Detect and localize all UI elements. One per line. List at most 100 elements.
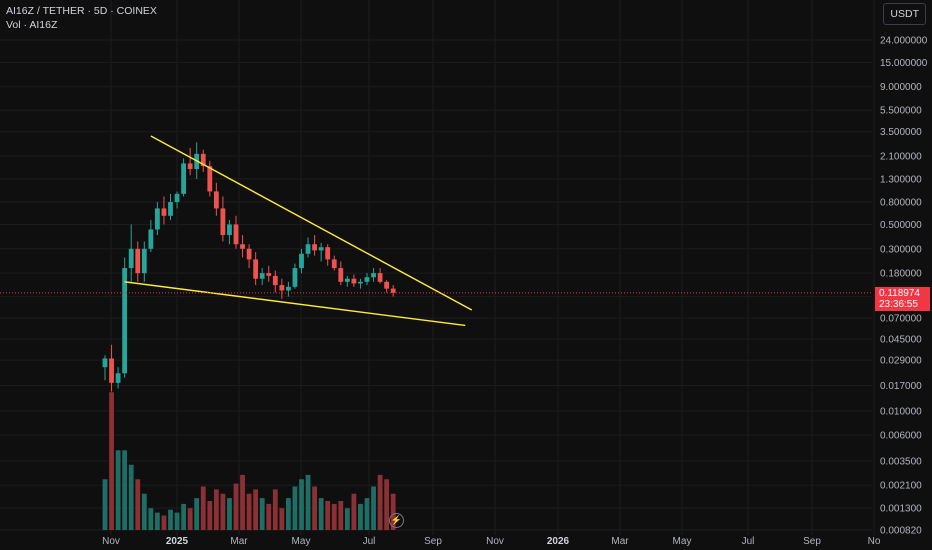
- price-tick-label: 0.010000: [880, 406, 922, 417]
- candle-body: [266, 273, 272, 276]
- candle: [128, 224, 134, 282]
- volume-bar: [272, 489, 278, 530]
- volume-bar: [102, 479, 108, 530]
- candle-body: [168, 202, 173, 216]
- candle-body: [187, 163, 193, 170]
- candle-body: [200, 153, 206, 167]
- time-tick-label: Jul: [742, 536, 755, 547]
- candle-body: [109, 358, 114, 383]
- volume-bar: [286, 498, 291, 530]
- volume-bar: [259, 498, 265, 530]
- candle: [384, 280, 390, 293]
- candle: [207, 160, 213, 197]
- price-tick-label: 0.029000: [880, 356, 922, 367]
- last-price-tag: 0.118974 23:36:55: [875, 286, 930, 311]
- volume-bars: [102, 392, 396, 530]
- candle: [181, 158, 186, 197]
- volume-bar: [187, 508, 193, 530]
- candle: [377, 268, 383, 284]
- candle-body: [390, 288, 396, 293]
- candle-body: [174, 193, 180, 203]
- candle-body: [292, 268, 298, 287]
- volume-bar: [213, 489, 219, 530]
- price-tick-label: 0.300000: [880, 244, 922, 255]
- candle-body: [351, 278, 357, 284]
- candle: [364, 273, 370, 286]
- candles: [102, 142, 396, 392]
- volume-bar: [128, 464, 134, 530]
- volume-bar: [384, 479, 390, 530]
- volume-bar: [141, 493, 147, 530]
- candle: [344, 275, 350, 287]
- candle-body: [358, 281, 363, 284]
- volume-bar: [240, 474, 245, 530]
- time-tick-label: May: [292, 536, 311, 547]
- candle-body: [181, 163, 186, 194]
- candle: [292, 263, 298, 289]
- candle-body: [338, 268, 344, 282]
- candle: [272, 270, 278, 293]
- price-tick-label: 9.000000: [880, 82, 922, 93]
- symbol-title: AI16Z / TETHER · 5D · COINEX: [6, 5, 157, 17]
- candle: [200, 149, 206, 173]
- candle: [325, 244, 331, 266]
- volume-bar: [331, 503, 337, 530]
- volume-bar: [390, 493, 396, 530]
- volume-bar: [344, 508, 350, 530]
- volume-bar: [364, 498, 370, 530]
- candle: [233, 215, 239, 249]
- time-tick-label: Sep: [424, 536, 442, 547]
- candle-body: [207, 166, 213, 192]
- candle: [279, 278, 285, 299]
- countdown-timer: 23:36:55: [879, 298, 918, 310]
- candle: [390, 285, 396, 297]
- candle-body: [213, 191, 219, 209]
- candle: [102, 355, 108, 381]
- time-axis: Nov 2025 Mar May Jul Sep Nov 2026 Mar May Jul Sep No: [102, 536, 881, 547]
- price-tick-label: 0.045000: [880, 335, 922, 346]
- candle: [299, 248, 304, 274]
- volume-bar: [155, 512, 160, 530]
- time-tick-label: Jul: [363, 536, 376, 547]
- price-tick-label: 1.300000: [880, 174, 922, 185]
- volume-bar: [115, 450, 121, 530]
- currency-button[interactable]: USDT: [883, 3, 926, 25]
- volume-bar: [207, 501, 213, 530]
- volume-bar: [312, 486, 317, 530]
- volume-bar: [292, 486, 298, 530]
- volume-bar: [174, 512, 180, 530]
- candle-body: [253, 259, 259, 279]
- candle-body: [148, 229, 154, 249]
- volume-bar: [227, 498, 232, 530]
- volume-bar: [148, 508, 154, 530]
- price-tick-label: 0.002100: [880, 481, 922, 492]
- volume-bar: [135, 479, 141, 530]
- volume-bar: [109, 392, 114, 530]
- time-tick-label: No: [868, 536, 881, 547]
- candle-body: [240, 244, 245, 249]
- price-tick-label: 5.500000: [880, 106, 922, 117]
- volume-bar: [194, 498, 200, 530]
- candle-body: [272, 275, 278, 286]
- candle-body: [227, 224, 232, 236]
- candle: [338, 261, 344, 286]
- price-tick-label: 0.001300: [880, 504, 922, 515]
- candle-body: [318, 247, 324, 251]
- candle-body: [135, 248, 141, 274]
- candle-body: [312, 244, 317, 251]
- candle-body: [384, 281, 390, 289]
- candle: [305, 237, 311, 258]
- volume-bar: [253, 489, 259, 530]
- lightning-icon[interactable]: ⚡: [389, 513, 404, 528]
- volume-bar: [200, 486, 206, 530]
- candle-body: [122, 268, 128, 374]
- price-tick-label: 2.100000: [880, 152, 922, 163]
- candle-body: [155, 208, 160, 230]
- candle-body: [377, 273, 383, 282]
- time-tick-label: Mar: [230, 536, 248, 547]
- volume-bar: [266, 503, 272, 530]
- volume-label: Vol · AI16Z: [6, 19, 58, 31]
- time-tick-label: Sep: [803, 536, 821, 547]
- candle-body: [299, 253, 304, 269]
